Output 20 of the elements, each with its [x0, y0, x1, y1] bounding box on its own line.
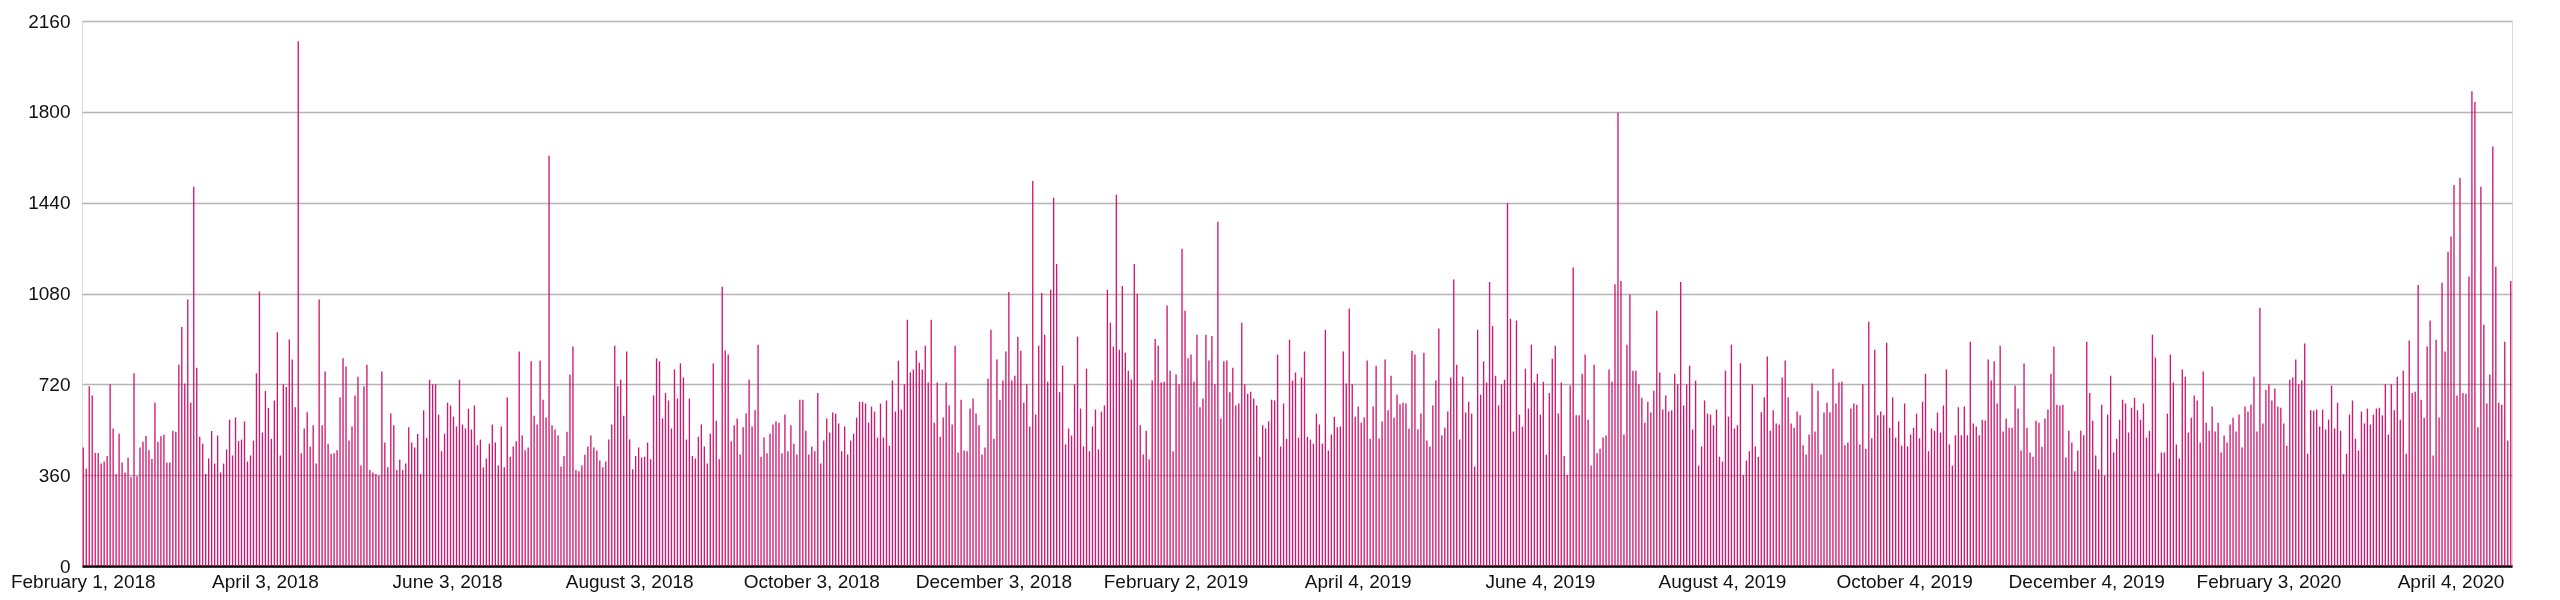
y-tick-label: 1800 — [28, 101, 71, 123]
x-tick-label: February 2, 2019 — [1103, 570, 1249, 592]
x-tick-label: December 4, 2019 — [2008, 570, 2165, 592]
y-tick-label: 0 — [59, 555, 71, 577]
y-tick-label: 720 — [38, 373, 71, 395]
x-tick-label: December 3, 2018 — [915, 570, 1073, 592]
x-tick-label: April 3, 2018 — [212, 570, 319, 592]
y-tick-label: 2160 — [28, 10, 71, 32]
y-tick-label: 1440 — [28, 192, 71, 214]
x-tick-label: June 4, 2019 — [1485, 570, 1596, 592]
x-tick-label: October 3, 2018 — [743, 570, 880, 592]
x-tick-label: June 3, 2018 — [392, 570, 503, 592]
x-tick-label: August 4, 2019 — [1658, 570, 1787, 592]
x-tick-label: August 3, 2018 — [565, 570, 694, 592]
x-tick-label: April 4, 2020 — [2397, 570, 2505, 592]
y-tick-label: 360 — [38, 464, 71, 486]
x-tick-label: February 3, 2020 — [2196, 570, 2342, 592]
x-tick-label: April 4, 2019 — [1304, 570, 1412, 592]
x-tick-label: October 4, 2019 — [1836, 570, 1973, 592]
y-tick-label: 1080 — [28, 283, 71, 304]
